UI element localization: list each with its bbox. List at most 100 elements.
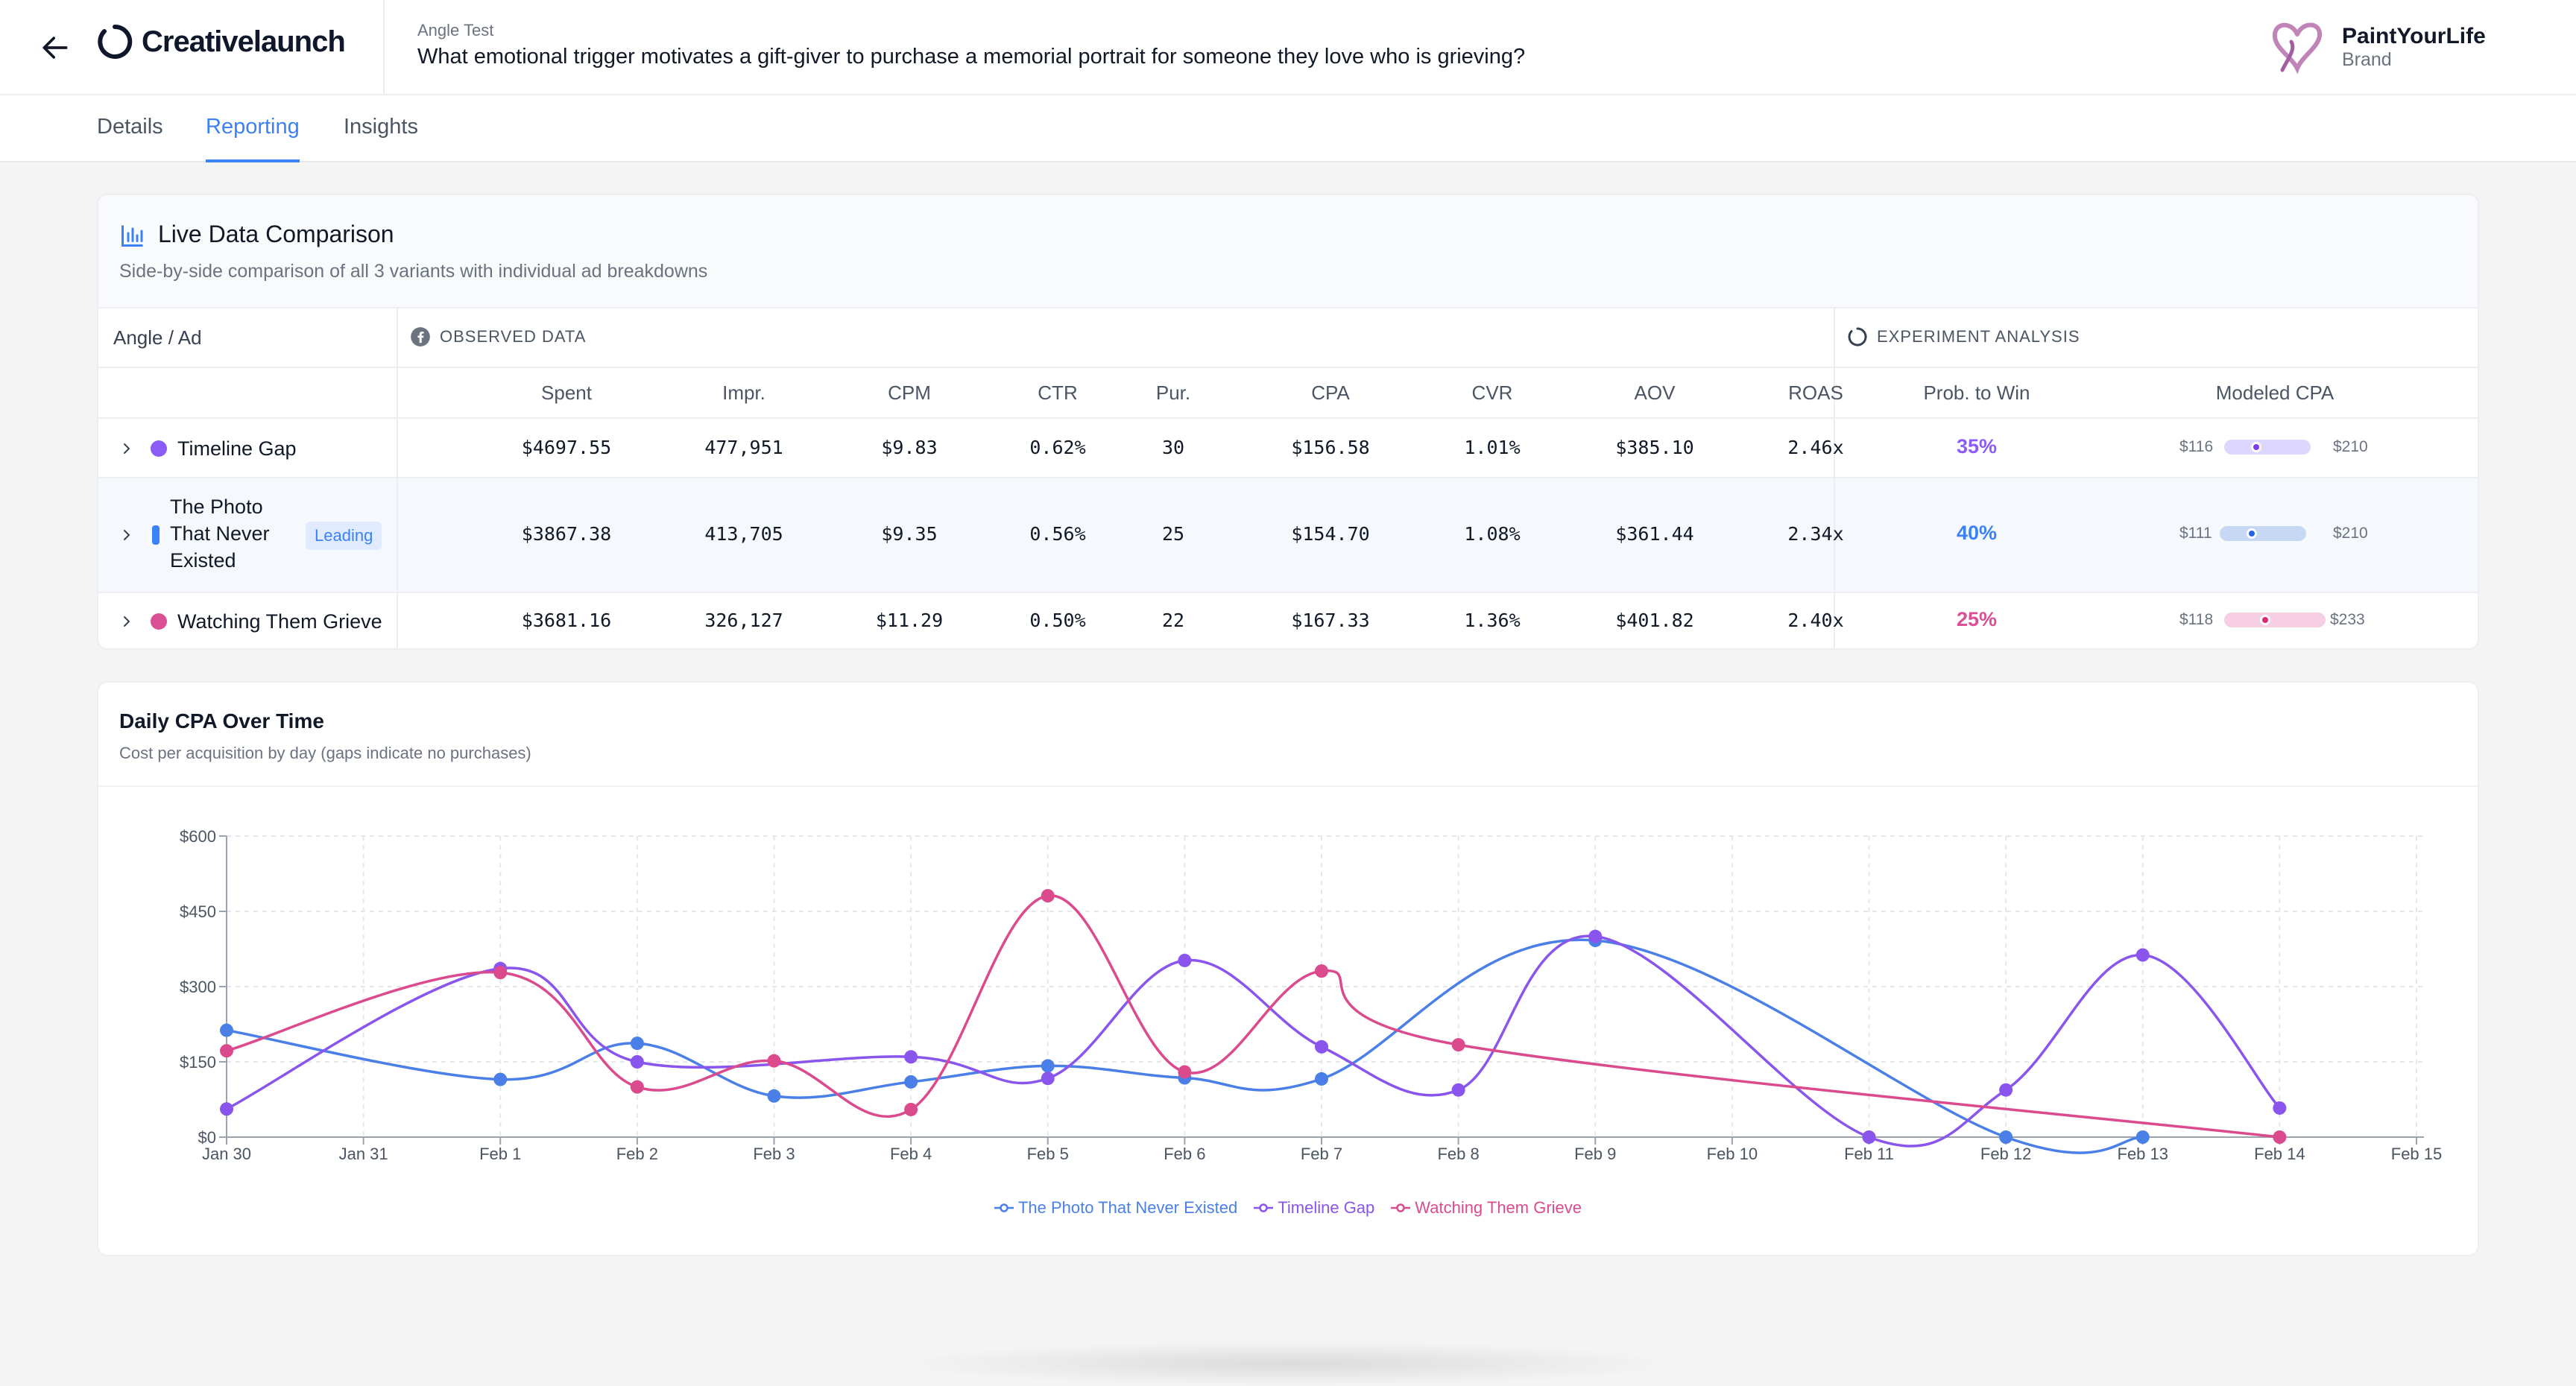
modeled-cpa-range-bar (2224, 440, 2311, 455)
x-tick-label: Feb 7 (1301, 1145, 1342, 1163)
data-point (1999, 1130, 2013, 1144)
data-point (1315, 1040, 1328, 1054)
col-cpm[interactable]: CPM (888, 382, 931, 404)
legend-item[interactable]: Timeline Gap (1254, 1198, 1374, 1218)
data-point (1315, 964, 1328, 978)
data-point (2135, 1130, 2150, 1144)
series-indicator (152, 525, 160, 545)
bar-chart-icon (121, 225, 143, 247)
legend-item[interactable]: Watching Them Grieve (1391, 1198, 1582, 1218)
leading-badge: Leading (306, 522, 382, 550)
data-point (1178, 1065, 1192, 1079)
x-tick-label: Feb 15 (2391, 1145, 2443, 1163)
data-point (630, 1080, 644, 1094)
row-name: Watching Them Grieve (177, 610, 382, 633)
comparison-header: Live Data Comparison Side-by-side compar… (98, 195, 2478, 308)
x-tick-label: Feb 3 (753, 1145, 795, 1163)
col-ctr[interactable]: CTR (1038, 382, 1078, 404)
cell-cpm: $9.35 (881, 523, 938, 545)
data-point (1041, 1059, 1055, 1073)
table-row[interactable] (98, 478, 2478, 593)
experiment-analysis-label: EXPERIMENT ANALYSIS (1877, 327, 2080, 346)
y-tick-label: $0 (198, 1128, 216, 1147)
col-spent[interactable]: Spent (541, 382, 592, 404)
cell-cpm: $9.83 (881, 437, 938, 458)
col-roas[interactable]: ROAS (1788, 382, 1843, 404)
data-point (630, 1037, 644, 1051)
series-dot (151, 613, 167, 630)
cell-cvr: 1.08% (1464, 523, 1521, 545)
col-modeled-cpa[interactable]: Modeled CPA (2215, 382, 2334, 404)
legend-item[interactable]: The Photo That Never Existed (994, 1198, 1237, 1218)
daily-cpa-chart[interactable]: $0 $150 $300 $450 $600 Jan 30 Jan 31 Feb 1 Feb 2… (98, 787, 2479, 1189)
x-tick-label: Feb 12 (1980, 1145, 2032, 1163)
col-prob-to-win[interactable]: Prob. to Win (1923, 382, 2030, 404)
series-dot (151, 440, 167, 457)
modeled-cpa-marker (2247, 528, 2257, 539)
cell-ctr: 0.62% (1029, 437, 1086, 458)
test-question: What emotional trigger motivates a gift-… (417, 45, 1526, 69)
modeled-cpa-max: $233 (2330, 611, 2365, 628)
data-point (904, 1102, 918, 1116)
x-tick-label: Feb 8 (1437, 1145, 1479, 1163)
data-point (1041, 1072, 1055, 1086)
tab-insights[interactable]: Insights (344, 115, 418, 139)
legend-label: Timeline Gap (1278, 1198, 1375, 1217)
cell-impressions: 413,705 (704, 523, 783, 545)
cell-impressions: 477,951 (704, 437, 783, 458)
col-cpa[interactable]: CPA (1311, 382, 1350, 404)
cell-cpa: $154.70 (1291, 523, 1370, 545)
row-name: Timeline Gap (177, 437, 297, 460)
table-row[interactable] (98, 419, 2478, 478)
x-tick-label: Feb 9 (1574, 1145, 1616, 1163)
modeled-cpa-max: $210 (2333, 525, 2368, 542)
app-logo[interactable]: Creativelaunch (95, 22, 346, 61)
col-purchases[interactable]: Pur. (1155, 382, 1191, 404)
x-tick-label: Feb 2 (616, 1145, 658, 1163)
column-header-row (98, 368, 2478, 419)
y-tick-label: $150 (180, 1053, 216, 1072)
data-point (767, 1054, 781, 1068)
column-divider (1834, 308, 1835, 648)
data-point (220, 1102, 233, 1116)
modeled-cpa-max: $210 (2333, 438, 2368, 455)
bottom-shadow (894, 1341, 1685, 1386)
data-point (2273, 1101, 2287, 1115)
daily-cpa-title: Daily CPA Over Time (119, 709, 324, 732)
modeled-cpa-min: $116 (2179, 438, 2214, 455)
col-impressions[interactable]: Impr. (722, 382, 765, 404)
prob-to-win-value: 35% (1956, 435, 1998, 458)
cell-aov: $385.10 (1615, 437, 1694, 458)
test-type-label: Angle Test (417, 21, 494, 39)
prob-to-win-value: 25% (1956, 608, 1998, 630)
x-tick-label: Feb 6 (1164, 1145, 1205, 1163)
comparison-title: Live Data Comparison (158, 221, 394, 247)
expand-chevron-icon[interactable] (119, 528, 134, 542)
expand-chevron-icon[interactable] (119, 441, 134, 456)
modeled-cpa-range-bar (2224, 613, 2326, 627)
tab-reporting[interactable]: Reporting (206, 115, 300, 162)
series-line (226, 938, 2143, 1154)
tab-details[interactable]: Details (97, 115, 163, 139)
data-point (904, 1050, 918, 1064)
col-cvr[interactable]: CVR (1471, 382, 1513, 404)
cell-purchases: 25 (1161, 523, 1185, 545)
legend-line-icon (1254, 1203, 1274, 1212)
expand-chevron-icon[interactable] (119, 614, 134, 629)
legend-line-icon (1391, 1203, 1411, 1212)
back-arrow-icon[interactable] (39, 31, 72, 64)
tab-bar: Details Reporting Insights (0, 95, 2576, 162)
brand-logo-icon (2272, 22, 2322, 75)
data-point (904, 1075, 918, 1089)
data-point (1451, 1038, 1465, 1052)
daily-cpa-header: Daily CPA Over Time Cost per acquisition… (98, 683, 2478, 787)
y-tick-label: $300 (180, 978, 216, 996)
cell-spent: $3681.16 (521, 610, 612, 631)
series-line (226, 894, 2280, 1139)
col-aov[interactable]: AOV (1634, 382, 1676, 404)
data-point (1862, 1130, 1876, 1144)
x-tick-label: Feb 5 (1027, 1145, 1069, 1163)
x-tick-label: Jan 30 (202, 1145, 251, 1163)
x-tick-label: Feb 10 (1707, 1145, 1758, 1163)
cell-roas: 2.40x (1787, 610, 1844, 631)
